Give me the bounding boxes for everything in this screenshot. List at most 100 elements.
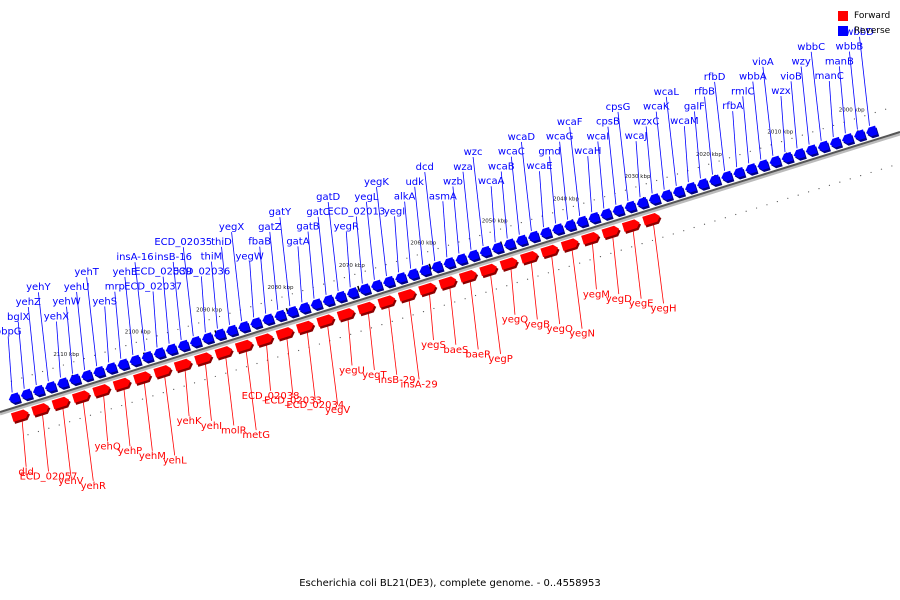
tick-dot [412, 314, 414, 316]
reverse-leader [76, 291, 85, 371]
reverse-leader [849, 51, 858, 130]
forward-gene-arrow [458, 270, 477, 283]
gene-label-yehm: yehM [139, 451, 166, 462]
forward-leader [164, 376, 176, 456]
forward-leader [143, 382, 153, 451]
forward-gene-arrow [112, 377, 131, 391]
reverse-gene-arrow [57, 377, 69, 388]
reverse-gene-arrow [576, 215, 588, 227]
reverse-gene-arrow [817, 140, 830, 152]
legend: Forward Reverse [838, 8, 890, 38]
tick-dot [94, 354, 96, 356]
forward-leader [530, 262, 538, 320]
gene-label-wcak: wcaK [643, 102, 670, 113]
reverse-gene-arrow [20, 388, 33, 400]
forward-gene-arrow [438, 276, 457, 289]
gene-label-wcaj: wcaJ [625, 131, 648, 142]
reverse-gene-arrow [141, 351, 154, 362]
reverse-leader [569, 126, 581, 216]
tick-dot [808, 191, 810, 193]
tick-dot [645, 183, 647, 185]
reverse-gene-arrow [660, 189, 673, 201]
reverse-leader [520, 141, 532, 232]
tick-dot [79, 417, 81, 420]
reverse-leader [828, 81, 834, 138]
tick-dot [787, 197, 789, 199]
gene-label-alka: alkA [394, 192, 416, 203]
gene-label-wzxc: wzxC [633, 116, 659, 127]
tick-dot [676, 173, 679, 175]
reverse-gene-arrow [117, 358, 130, 370]
tick-dot [152, 395, 154, 397]
tick-dot [422, 311, 425, 313]
gene-label-thid: thiD [211, 237, 232, 248]
tick-dot [302, 289, 304, 292]
gene-label-yegp: yegP [488, 354, 512, 365]
tick-dot [395, 260, 398, 263]
tick-dot [183, 385, 185, 387]
tick-dot [360, 330, 362, 332]
reverse-gene-arrow [685, 181, 697, 193]
tick-dot [323, 283, 325, 285]
tick-dot [635, 186, 637, 188]
reverse-gene-arrow [153, 347, 166, 358]
reverse-gene-arrow [407, 268, 419, 279]
gene-label-mrp: mrp [105, 282, 125, 293]
tick-dot [177, 328, 179, 331]
reverse-leader [172, 261, 182, 340]
forward-gene-arrow [133, 371, 151, 384]
forward-gene-arrow [31, 403, 49, 416]
tick-dot [391, 320, 393, 322]
tick-dot [27, 434, 29, 436]
reverse-gene-arrow [93, 366, 105, 377]
gene-features [8, 125, 880, 424]
tick-dot [260, 302, 262, 305]
reverse-gene-arrow [697, 178, 709, 189]
axis-ticks: 2110 kbp 2100 kbp 2090 kbp 2080 kbp 2070 kbp… [10, 107, 893, 436]
tick-dot [225, 372, 227, 374]
reverse-gene-arrow [250, 317, 262, 328]
gene-label-yehi: yehI [201, 421, 222, 432]
forward-leader [266, 344, 271, 391]
tick-dot [21, 377, 23, 379]
tick-dot [89, 414, 92, 416]
tick-dot [193, 382, 196, 384]
gene-label-yehv: yehV [58, 476, 83, 487]
forward-gene-arrow [10, 409, 29, 422]
tick-dot [849, 178, 851, 180]
tick-dot [568, 265, 570, 267]
reverse-gene-arrow [310, 298, 323, 310]
reverse-gene-arrow [395, 272, 407, 283]
reverse-gene-arrow [721, 170, 733, 182]
tick-dot [703, 223, 706, 225]
tick-dot [187, 325, 189, 327]
gene-label-yehl: yehL [163, 455, 187, 466]
tick-dot [651, 239, 654, 242]
forward-gene-arrow [601, 225, 620, 239]
gene-label-wcaa: wcaA [478, 176, 505, 187]
reverse-gene-arrow [8, 392, 21, 403]
reverse-gene-arrow [588, 212, 601, 223]
gene-label-ecd_02039: ECD_02039 [134, 267, 192, 278]
forward-leader [306, 332, 316, 401]
reverse-leader [452, 186, 460, 254]
tick-dot [537, 275, 539, 277]
gene-label-gatz: gatZ [258, 222, 281, 233]
reverse-gene-arrow [805, 144, 818, 155]
reverse-gene-arrow [298, 302, 311, 313]
tick-dot [110, 408, 112, 410]
reverse-leader [269, 231, 279, 310]
reverse-leader [394, 216, 399, 273]
tick-dot [156, 335, 158, 337]
reverse-leader [56, 321, 61, 378]
gene-label-wzy: wzy [791, 57, 810, 68]
tick-dot [173, 388, 175, 390]
tick-dot [822, 128, 824, 130]
tick-dot [135, 341, 137, 343]
forward-gene-arrow [153, 365, 172, 378]
reverse-gene-arrow [564, 219, 576, 231]
forward-gene-arrow [173, 358, 192, 372]
tick-dot [499, 228, 502, 230]
reverse-gene-arrow [552, 223, 564, 234]
